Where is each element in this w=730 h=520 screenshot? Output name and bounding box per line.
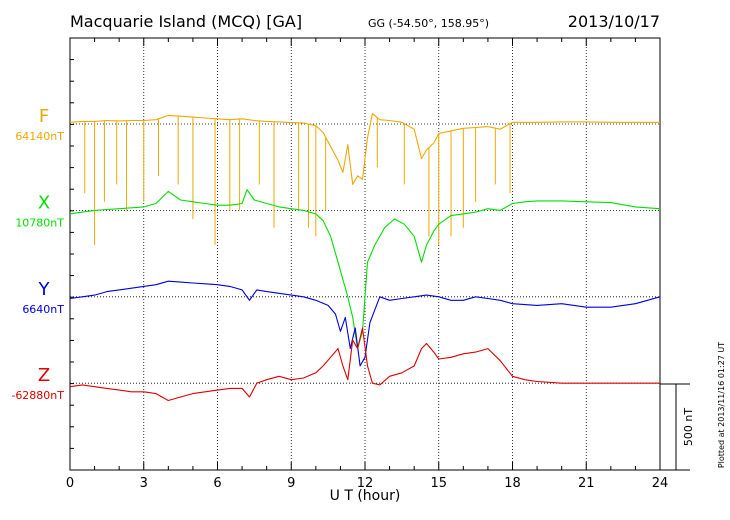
channel-name-y: Y <box>38 279 51 300</box>
channel-baseline-f: 64140nT <box>15 130 64 143</box>
channel-labels: F 64140nT X 10780nT Y 6640nT Z -62880nT <box>11 106 64 402</box>
x-tick-label: 0 <box>66 476 74 491</box>
x-tick-label: 9 <box>287 476 295 491</box>
x-tick-label: 12 <box>357 476 374 491</box>
channel-baseline-x: 10780nT <box>15 216 64 229</box>
channel-name-x: X <box>38 192 50 213</box>
plotted-at-note: Plotted at 2013/11/16 01:27 UT <box>717 342 726 468</box>
x-tick-label: 15 <box>430 476 447 491</box>
plot-date: 2013/10/17 <box>568 12 660 31</box>
x-tick-label: 21 <box>578 476 595 491</box>
geo-coords: GG (-54.50°, 158.95°) <box>368 17 489 30</box>
x-tick-label: 6 <box>213 476 221 491</box>
channel-baseline-y: 6640nT <box>22 303 64 316</box>
x-axis-label: U T (hour) <box>330 488 401 504</box>
series-line-f <box>69 113 660 186</box>
x-tick-label: 24 <box>652 476 669 491</box>
scale-bar-label: 500 nT <box>682 408 695 446</box>
channel-name-z: Z <box>38 365 50 386</box>
series-line-z <box>69 327 660 402</box>
series-line-x <box>69 189 661 350</box>
scale-bar: 500 nT <box>660 383 695 471</box>
series-traces <box>69 113 661 402</box>
x-ticks: 0 3 6 9 12 15 18 21 24 <box>66 38 668 491</box>
series-line-y <box>69 280 661 367</box>
station-title: Macquarie Island (MCQ) [GA] <box>70 12 302 31</box>
channel-name-f: F <box>39 106 49 127</box>
x-tick-label: 18 <box>504 476 521 491</box>
plot-grid <box>70 38 660 470</box>
x-tick-label: 3 <box>140 476 148 491</box>
channel-baseline-z: -62880nT <box>11 389 64 402</box>
